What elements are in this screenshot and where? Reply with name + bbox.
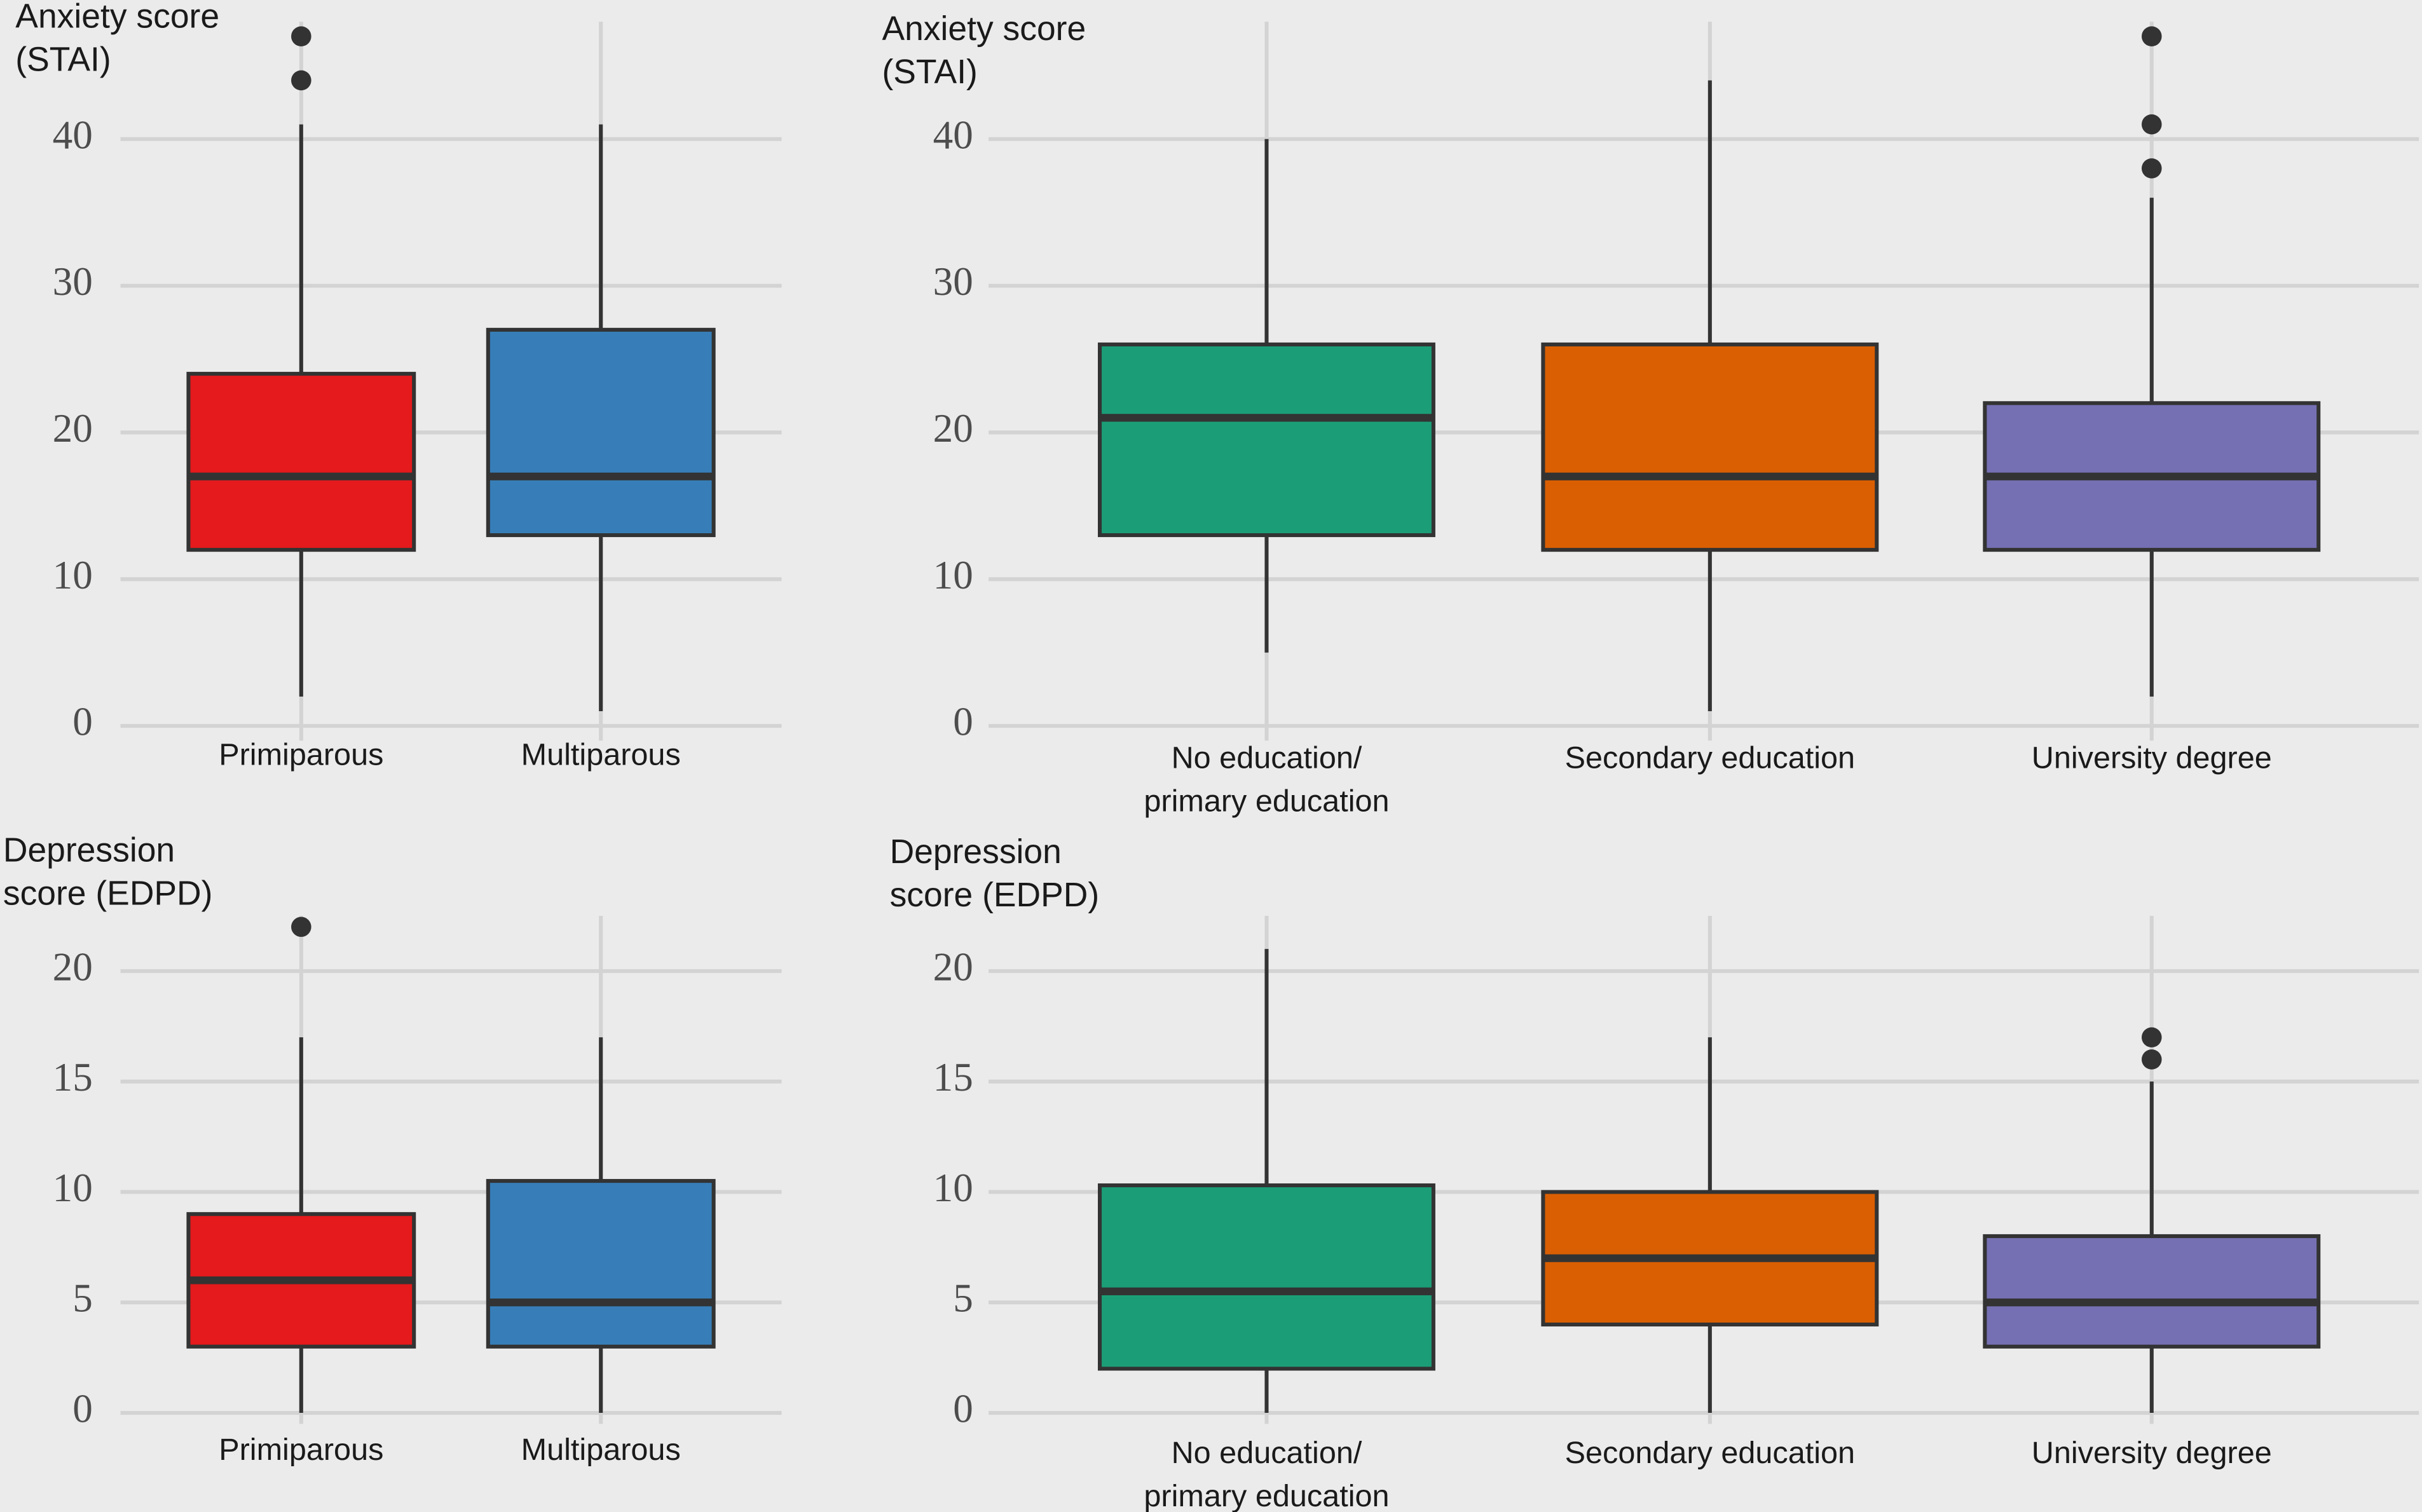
y-axis-label: score (EDPD) bbox=[890, 876, 1100, 914]
y-axis-label: Depression bbox=[3, 831, 175, 869]
y-tick-label: 30 bbox=[53, 259, 93, 304]
outlier bbox=[2141, 1049, 2162, 1070]
x-tick-label: Primiparous bbox=[219, 1433, 383, 1467]
box bbox=[1098, 1183, 1435, 1371]
y-axis-label: (STAI) bbox=[15, 41, 111, 78]
x-tick-label: primary education bbox=[1144, 784, 1389, 818]
x-tick-label: primary education bbox=[1144, 1479, 1389, 1512]
box bbox=[1541, 342, 1879, 552]
outlier bbox=[291, 70, 311, 91]
y-tick-label: 20 bbox=[933, 944, 973, 989]
y-tick-label: 40 bbox=[933, 112, 973, 157]
outlier bbox=[291, 916, 311, 937]
outlier bbox=[2141, 158, 2162, 179]
y-axis-label: score (EDPD) bbox=[3, 875, 213, 913]
y-axis-label: Anxiety score bbox=[15, 0, 219, 35]
y-tick-label: 5 bbox=[953, 1276, 973, 1321]
x-tick-label: Secondary education bbox=[1565, 1436, 1855, 1470]
y-tick-label: 20 bbox=[53, 406, 93, 451]
x-tick-label: Primiparous bbox=[219, 738, 383, 772]
box bbox=[186, 372, 416, 552]
box bbox=[1983, 1234, 2321, 1349]
y-tick-label: 10 bbox=[53, 1166, 93, 1210]
x-tick-label: Secondary education bbox=[1565, 740, 1855, 775]
outlier bbox=[291, 26, 311, 46]
y-tick-label: 20 bbox=[53, 944, 93, 989]
x-tick-label: University degree bbox=[2032, 740, 2272, 775]
x-tick-label: Multiparous bbox=[521, 1433, 681, 1467]
y-tick-label: 15 bbox=[933, 1055, 973, 1100]
outlier bbox=[2141, 26, 2162, 46]
y-tick-label: 40 bbox=[53, 112, 93, 157]
x-tick-label: University degree bbox=[2032, 1436, 2272, 1470]
y-tick-label: 5 bbox=[72, 1276, 93, 1321]
y-tick-label: 10 bbox=[53, 553, 93, 597]
x-tick-label: Multiparous bbox=[521, 738, 681, 772]
y-tick-label: 10 bbox=[933, 553, 973, 597]
x-tick-label: No education/ bbox=[1172, 740, 1362, 775]
y-axis-label: Depression bbox=[890, 833, 1062, 871]
outlier bbox=[2141, 114, 2162, 135]
box bbox=[486, 327, 716, 538]
y-tick-label: 0 bbox=[72, 700, 93, 744]
x-tick-label: No education/ bbox=[1172, 1436, 1362, 1470]
y-tick-label: 0 bbox=[72, 1387, 93, 1431]
y-tick-label: 0 bbox=[953, 700, 973, 744]
y-tick-label: 30 bbox=[933, 259, 973, 304]
y-tick-label: 20 bbox=[933, 406, 973, 451]
box bbox=[486, 1179, 716, 1349]
y-axis-label: (STAI) bbox=[882, 53, 977, 91]
y-axis-label: Anxiety score bbox=[882, 10, 1086, 48]
y-tick-label: 10 bbox=[933, 1166, 973, 1210]
outlier bbox=[2141, 1027, 2162, 1047]
y-tick-label: 0 bbox=[953, 1387, 973, 1431]
box bbox=[1098, 342, 1435, 538]
y-tick-label: 15 bbox=[53, 1055, 93, 1100]
